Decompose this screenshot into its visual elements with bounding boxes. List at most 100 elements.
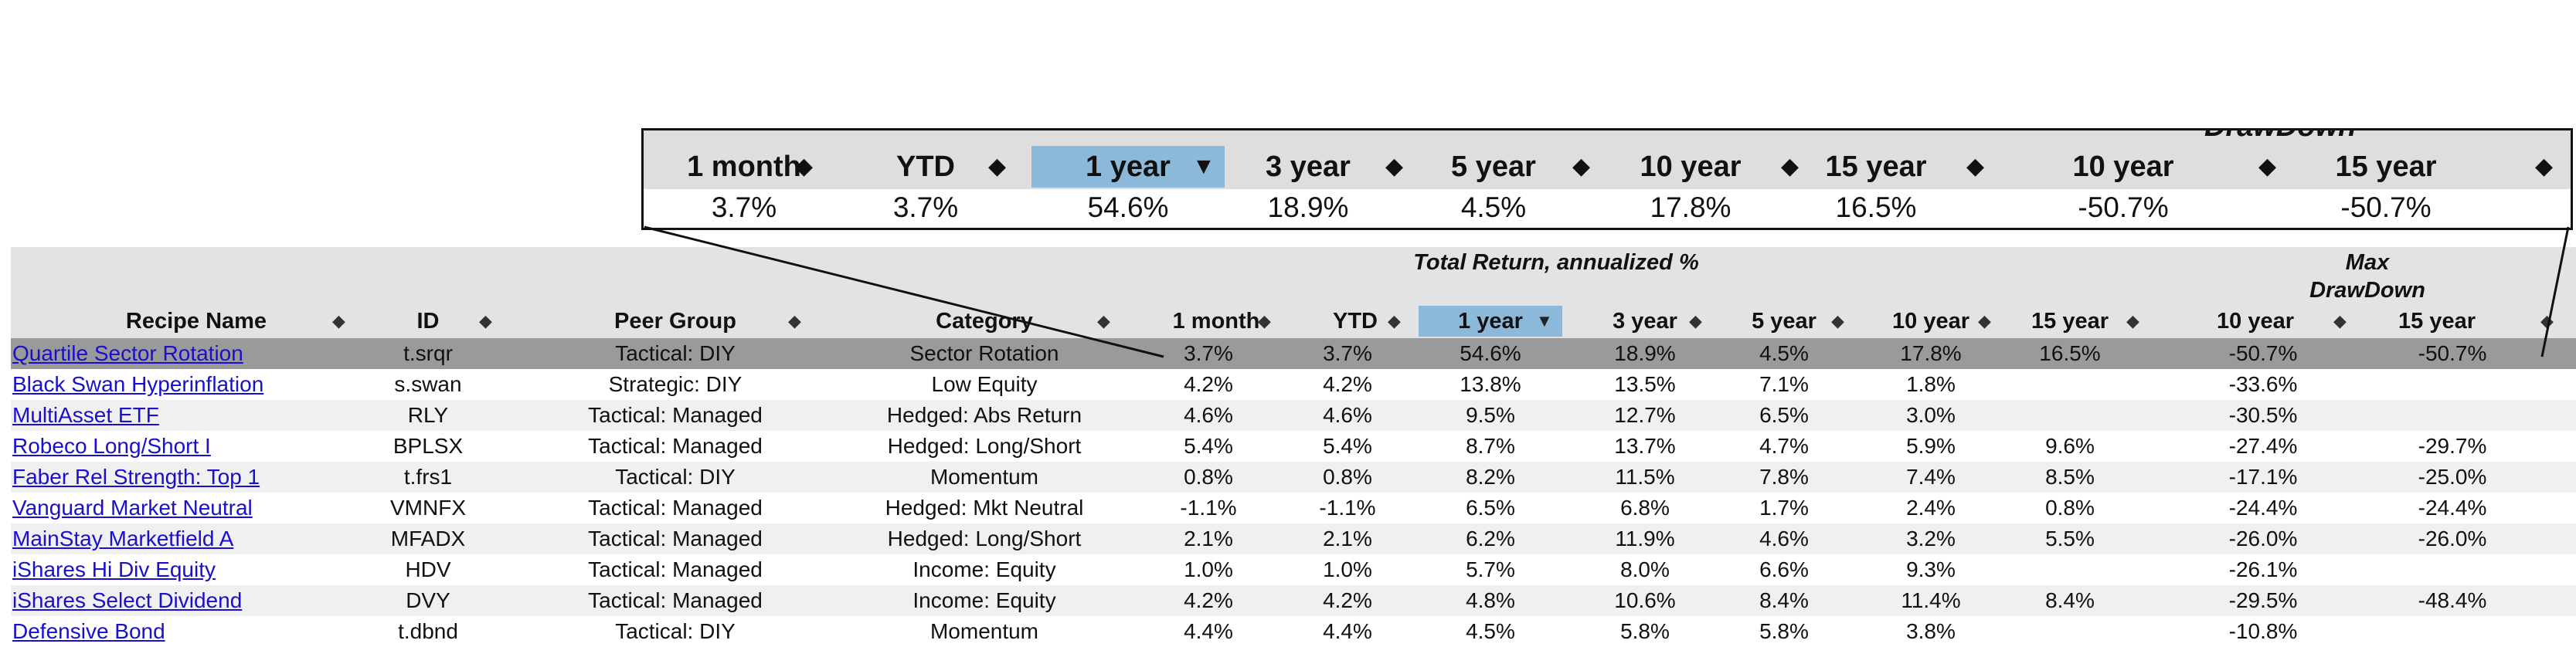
cell-dd10: -10.8% — [2228, 619, 2298, 643]
table-row[interactable]: iShares Select Dividend DVY Tactical: Mana… — [11, 585, 2576, 616]
sort-both-icon: ◆ — [1966, 154, 1985, 179]
sort-both-icon[interactable]: ◆ — [1097, 311, 1110, 330]
table-row[interactable]: Defensive Bond t.dbnd Tactical: DIY Momentu… — [11, 616, 2576, 647]
cell-y15 — [1997, 554, 2143, 585]
callout-value: 3.7% — [711, 191, 777, 223]
cell-ytd: 5.4% — [1323, 434, 1372, 458]
table-row[interactable]: Faber Rel Strength: Top 1 t.frs1 Tactical:… — [11, 462, 2576, 493]
cell-cat: Income: Equity — [912, 588, 1056, 612]
table-row[interactable]: Black Swan Hyperinflation s.swan Strategic… — [11, 369, 2576, 400]
table-row[interactable]: MainStay Marketfield A MFADX Tactical: Man… — [11, 523, 2576, 554]
cell-dd10: -33.6% — [2228, 372, 2298, 396]
cell-dd10: -27.4% — [2228, 434, 2298, 458]
cell-id: BPLSX — [393, 434, 464, 458]
cell-y10: 3.8% — [1906, 619, 1956, 643]
sort-both-icon[interactable]: ◆ — [1831, 311, 1844, 330]
column-header-10-year[interactable]: 10 year — [1892, 309, 1969, 334]
sort-both-icon[interactable]: ◆ — [1258, 311, 1271, 330]
sort-both-icon[interactable]: ◆ — [332, 311, 345, 330]
cell-y10: 7.4% — [1906, 465, 1956, 489]
cell-y5: 5.8% — [1759, 619, 1809, 643]
cell-y1: 8.7% — [1466, 434, 1515, 458]
recipe-link[interactable]: iShares Hi Div Equity — [12, 557, 216, 581]
cell-peer: Tactical: Managed — [588, 496, 763, 520]
column-header-recipe-name[interactable]: Recipe Name — [125, 309, 267, 334]
sort-both-icon[interactable]: ◆ — [479, 311, 492, 330]
cell-y15 — [1997, 369, 2143, 400]
column-header-ytd[interactable]: YTD — [1333, 309, 1378, 334]
cell-y5: 6.5% — [1759, 403, 1809, 427]
cell-cat: Income: Equity — [912, 557, 1056, 581]
sort-both-icon: ◆ — [988, 154, 1007, 179]
sort-both-icon[interactable]: ◆ — [2540, 311, 2554, 330]
cell-y10: 1.8% — [1906, 372, 1956, 396]
recipe-link[interactable]: Quartile Sector Rotation — [12, 341, 243, 365]
cell-id: RLY — [407, 403, 449, 427]
table-row[interactable]: iShares Hi Div Equity HDV Tactical: Manage… — [11, 554, 2576, 585]
cell-y15: 8.5% — [2045, 465, 2095, 489]
table-row[interactable]: Quartile Sector Rotation t.srqr Tactical: … — [11, 338, 2576, 369]
recipe-link[interactable]: Vanguard Market Neutral — [12, 496, 253, 520]
max-drawdown-group-label: Max — [2345, 250, 2390, 275]
column-header-1-month[interactable]: 1 month — [1172, 309, 1260, 334]
recipe-link[interactable]: MultiAsset ETF — [12, 403, 159, 427]
sort-both-icon[interactable]: ◆ — [2333, 311, 2347, 330]
cell-y5: 1.7% — [1759, 496, 1809, 520]
cell-dd15 — [2367, 554, 2537, 585]
recipe-link[interactable]: iShares Select Dividend — [12, 588, 243, 612]
column-header-drawdown-15-year[interactable]: 15 year — [2398, 309, 2476, 334]
cell-id: DVY — [406, 588, 450, 612]
table-row[interactable]: MultiAsset ETF RLY Tactical: Managed Hedged… — [11, 400, 2576, 431]
cell-y5: 4.6% — [1759, 527, 1809, 550]
callout-column-header: YTD — [896, 151, 955, 183]
column-header-id[interactable]: ID — [416, 309, 440, 334]
column-header-15-year[interactable]: 15 year — [2031, 309, 2109, 334]
cell-m1: 5.4% — [1184, 434, 1233, 458]
recipe-link[interactable]: MainStay Marketfield A — [12, 527, 234, 550]
cell-ytd: 3.7% — [1323, 341, 1372, 365]
cell-m1: 4.4% — [1184, 619, 1233, 643]
cell-peer: Tactical: DIY — [615, 465, 736, 489]
recipe-link[interactable]: Defensive Bond — [12, 619, 165, 643]
cell-ytd: 0.8% — [1323, 465, 1372, 489]
column-header-3-year[interactable]: 3 year — [1613, 309, 1677, 334]
sort-both-icon[interactable]: ◆ — [1978, 311, 1991, 330]
table-row[interactable]: Vanguard Market Neutral VMNFX Tactical: Ma… — [11, 493, 2576, 523]
cell-y3: 11.5% — [1615, 465, 1675, 489]
cell-y15 — [1997, 400, 2143, 431]
cell-ytd: 4.2% — [1323, 588, 1372, 612]
cell-dd15: -25.0% — [2418, 465, 2487, 489]
cell-cat: Sector Rotation — [909, 341, 1059, 365]
sort-both-icon[interactable]: ◆ — [1689, 311, 1702, 330]
column-header-5-year[interactable]: 5 year — [1752, 309, 1816, 334]
sort-both-icon[interactable]: ◆ — [788, 311, 801, 330]
sort-both-icon: ◆ — [795, 154, 814, 179]
cell-m1: 3.7% — [1184, 341, 1233, 365]
column-header-peer-group[interactable]: Peer Group — [614, 309, 736, 334]
column-header-drawdown-10-year[interactable]: 10 year — [2217, 309, 2294, 334]
cell-ytd: 4.6% — [1323, 403, 1372, 427]
cell-dd10: -17.1% — [2228, 465, 2298, 489]
cell-m1: 4.2% — [1184, 588, 1233, 612]
sort-desc-icon[interactable]: ▼ — [1536, 311, 1553, 330]
recipe-link[interactable]: Faber Rel Strength: Top 1 — [12, 465, 260, 489]
cell-y3: 13.5% — [1614, 372, 1676, 396]
table-row[interactable]: Robeco Long/Short I BPLSX Tactical: Manage… — [11, 431, 2576, 462]
sort-both-icon[interactable]: ◆ — [2126, 311, 2139, 330]
cell-id: s.swan — [394, 372, 462, 396]
column-header-category[interactable]: Category — [936, 309, 1033, 334]
cell-y3: 10.6% — [1614, 588, 1676, 612]
cell-y10: 2.4% — [1906, 496, 1956, 520]
callout-column-header: 1 month — [687, 151, 801, 183]
cell-y10: 5.9% — [1906, 434, 1956, 458]
recipe-link[interactable]: Robeco Long/Short I — [12, 434, 211, 458]
cell-ytd: -1.1% — [1319, 496, 1376, 520]
recipe-link[interactable]: Black Swan Hyperinflation — [12, 372, 264, 396]
cell-dd15: -50.7% — [2418, 341, 2487, 365]
sort-both-icon: ◆ — [1385, 154, 1404, 179]
cell-cat: Hedged: Abs Return — [886, 403, 1082, 427]
cell-y5: 8.4% — [1759, 588, 1809, 612]
column-header-1-year[interactable]: 1 year — [1419, 306, 1562, 337]
sort-both-icon[interactable]: ◆ — [1388, 311, 1401, 330]
cell-dd15: -24.4% — [2418, 496, 2487, 520]
